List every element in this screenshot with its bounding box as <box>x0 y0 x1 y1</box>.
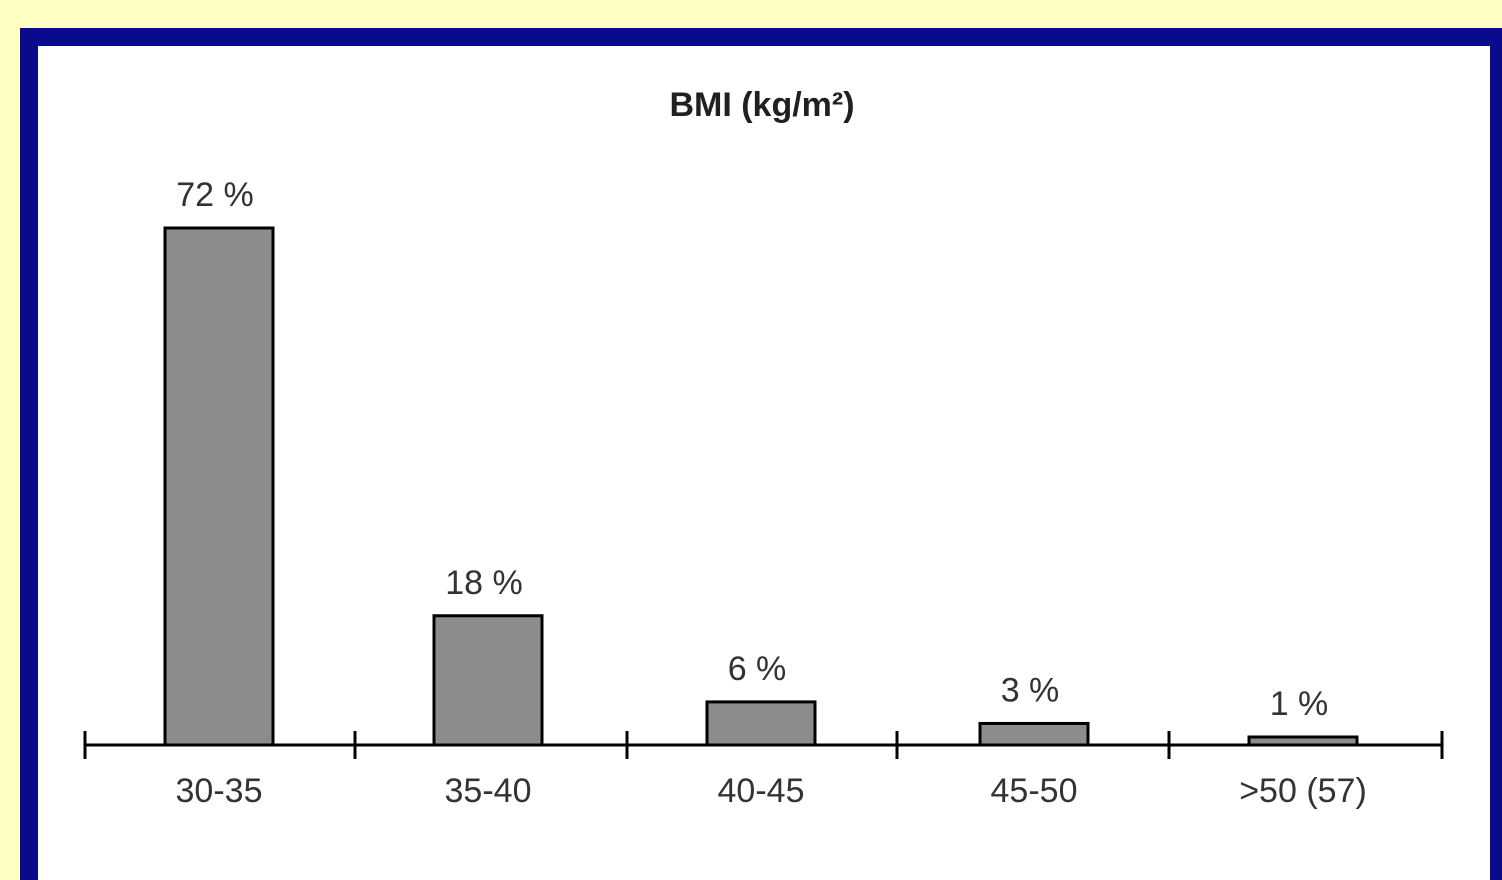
x-tick-label-2: 40-45 <box>718 772 805 810</box>
bar-40-45 <box>705 700 817 747</box>
x-tick-labels-layer: 30-35 35-40 40-45 45-50 >50 (57) <box>176 772 1367 810</box>
bar-45-50 <box>978 721 1090 747</box>
x-axis <box>83 731 1444 759</box>
x-tick-label-0: 30-35 <box>176 772 263 810</box>
data-label-1: 18 % <box>445 564 523 602</box>
x-tick-label-4: >50 (57) <box>1239 772 1367 810</box>
data-labels-layer: 72 % 18 % 6 % 3 % 1 % <box>176 176 1328 723</box>
chart-title: BMI (kg/m²) <box>669 86 854 124</box>
data-label-2: 6 % <box>728 650 787 688</box>
data-label-0: 72 % <box>176 176 254 214</box>
bar-35-40 <box>432 614 544 747</box>
bar-30-35 <box>163 226 275 747</box>
x-tick-label-3: 45-50 <box>991 772 1078 810</box>
data-label-3: 3 % <box>1001 671 1060 709</box>
bars-layer <box>163 226 1359 747</box>
x-tick-label-1: 35-40 <box>445 772 532 810</box>
data-label-4: 1 % <box>1270 685 1329 723</box>
